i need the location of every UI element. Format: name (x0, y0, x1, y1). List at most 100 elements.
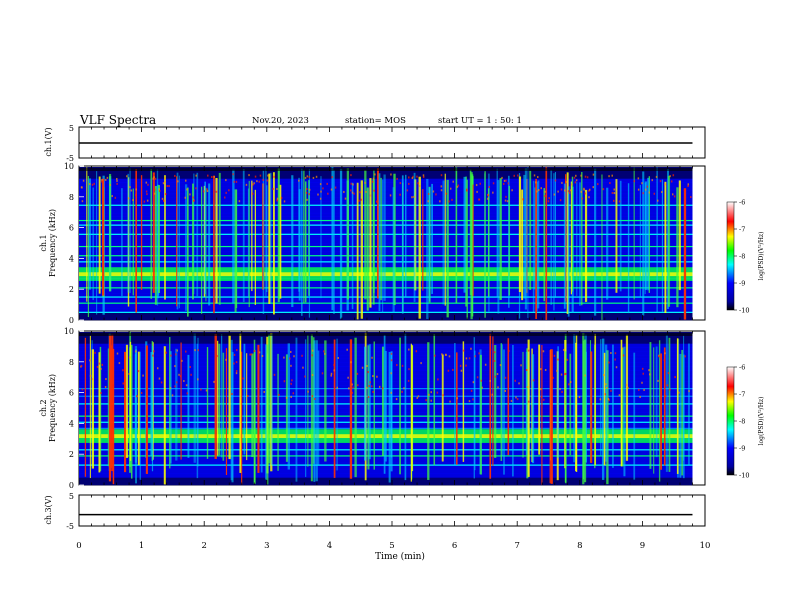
spectrogram-speckle (364, 181, 366, 184)
spectrogram-speckle (106, 176, 109, 179)
time-tick-label: 0 (76, 541, 81, 551)
spectrogram-speckle (91, 183, 94, 186)
spectrogram-speckle (350, 189, 352, 192)
spectrogram-sferic (378, 173, 381, 311)
spectrogram-speckle (491, 393, 493, 396)
spectrogram-sferic (576, 182, 578, 296)
spectrogram-band (79, 473, 693, 478)
time-tick-label: 8 (577, 541, 582, 551)
spectrogram-speckle (608, 361, 610, 364)
spectrogram-sferic (565, 351, 567, 484)
spectrogram-speckle (403, 387, 405, 390)
spectrogram-speckle (224, 196, 226, 199)
spectrogram-speckle (416, 175, 418, 178)
spectrogram-sferic (96, 171, 98, 315)
spectrogram-speckle (273, 175, 275, 178)
spectrogram-speckle (122, 382, 124, 385)
spectrogram-band (79, 186, 693, 191)
time-tick-label: 5 (389, 541, 394, 551)
spectrogram-speckle (425, 399, 427, 402)
spectrogram-speckle (460, 369, 463, 372)
frequency-tick-label: 0 (69, 481, 74, 490)
spectrogram-sferic (125, 344, 129, 458)
spectrogram-speckle (343, 190, 345, 193)
spectrogram-speckle (457, 184, 460, 187)
spectrogram-sferic (213, 175, 215, 314)
spectrogram-sferic (98, 352, 101, 473)
spectrogram-speckle (178, 373, 180, 376)
ch1-ytick-bottom: -5 (66, 154, 74, 163)
spectrogram-speckle (89, 359, 91, 362)
spectrogram-speckle (449, 187, 452, 190)
spectrogram-speckle (570, 183, 573, 186)
spectrogram-speckle (609, 182, 611, 185)
spectrogram-speckle (648, 373, 651, 376)
spectrogram-speckle (179, 375, 182, 378)
spectrogram-sferic (627, 183, 630, 314)
spectrogram-speckle (163, 199, 165, 202)
spectrogram-sferic (399, 337, 401, 475)
spectrogram-speckle (499, 364, 502, 367)
spectrogram-speckle (126, 175, 128, 178)
spectrogram-band (79, 235, 693, 240)
spectrogram-speckle (100, 391, 102, 394)
spectrogram-speckle (175, 353, 177, 356)
spectrogram-speckle (135, 350, 137, 353)
spectrogram-speckle (195, 174, 197, 177)
spectrogram-sferic (678, 180, 681, 291)
frequency-tick-label: 2 (69, 450, 74, 459)
spectrogram-sferic (393, 173, 396, 306)
spectrogram-sferic (131, 344, 133, 479)
spectrogram-sferic (524, 168, 528, 310)
spectrogram-speckle (238, 200, 241, 203)
spectrogram-top-fringe (79, 168, 693, 171)
spectrogram-sferic (527, 339, 530, 477)
spectrogram-sferic (279, 184, 282, 299)
spectrogram-sferic (124, 351, 127, 473)
spectrogram-speckle (283, 200, 286, 203)
spectrogram-speckle (372, 375, 374, 378)
colorbar-tick-label: -7 (739, 226, 745, 234)
spectrogram-speckle (267, 174, 269, 177)
spectrogram-speckle (416, 396, 419, 399)
spectrogram-band (79, 335, 693, 340)
spectrogram-speckle (667, 372, 670, 375)
spectrogram-speckle (580, 190, 583, 193)
spectrogram-speckle (129, 186, 131, 189)
spectrogram-band (79, 304, 693, 309)
spectrogram-speckle (420, 362, 422, 365)
spectrogram-speckle (502, 182, 505, 185)
spectrogram-sferic (169, 337, 171, 469)
spectrogram-sferic (679, 353, 682, 478)
spectrogram-speckle (559, 199, 562, 202)
spectrogram-sferic (363, 346, 367, 461)
spectrogram-sferic (620, 339, 623, 467)
spectrogram-band (79, 205, 693, 210)
ch3-ylabel: ch.3(V) (44, 495, 53, 524)
spectrogram-sferic (221, 334, 223, 458)
spectrogram-speckle (449, 400, 451, 403)
spectrogram-speckle (304, 375, 306, 378)
spectrogram-speckle (228, 189, 230, 192)
spectrogram-speckle (235, 361, 238, 364)
spectrogram-speckle (637, 188, 640, 191)
spectrogram-speckle (417, 182, 419, 185)
spectrogram-speckle (390, 352, 393, 355)
colorbar-tick-label: -6 (739, 199, 745, 207)
spectrogram-speckle (440, 189, 443, 192)
spectrogram-speckle (249, 353, 251, 356)
spectrogram-sferic (110, 345, 113, 468)
spectrogram-sferic (664, 181, 667, 314)
spectrogram-speckle (612, 199, 615, 202)
spectrogram-speckle (185, 350, 187, 353)
spectrogram-speckle (232, 173, 234, 176)
spectrogram-sferic (266, 185, 268, 293)
spectrogram-sferic (472, 184, 474, 297)
spectrogram-sferic (687, 343, 690, 466)
spectrogram-speckle (539, 388, 542, 391)
spectrogram-speckle (452, 368, 454, 371)
spectrogram-sferic (112, 348, 115, 485)
spectrogram-sferic (600, 339, 602, 456)
spectrogram-speckle (557, 190, 559, 193)
spectrogram-speckle (112, 384, 115, 387)
